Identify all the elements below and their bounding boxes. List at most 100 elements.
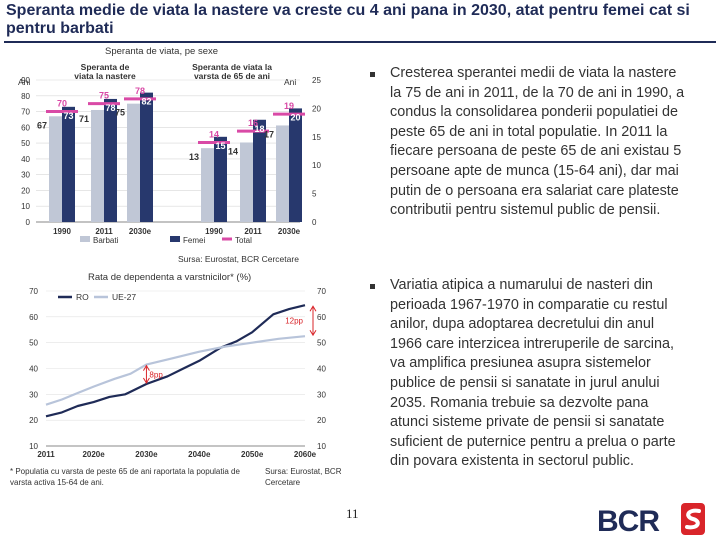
- label-total: 70: [57, 99, 67, 109]
- right-tick-label: 70: [317, 287, 326, 296]
- bar-femei: [104, 98, 117, 222]
- series-line-ro: [45, 304, 306, 418]
- chart1-source: Sursa: Eurostat, BCR Cercetare: [178, 254, 299, 264]
- right-tick-label: 30: [317, 390, 326, 399]
- x-tick-label: 2030e: [278, 227, 301, 236]
- left-tick-label: 70: [29, 287, 38, 296]
- left-axis-unit: Ani: [18, 77, 30, 87]
- gap-annotation: 12pp: [285, 317, 303, 326]
- left-tick-label: 20: [29, 416, 38, 425]
- x-tick-label: 2040e: [188, 450, 211, 459]
- legend-label: Femei: [183, 236, 205, 245]
- label-femei: 78: [105, 103, 115, 113]
- left-tick-label: 50: [29, 339, 38, 348]
- bar-barbati: [49, 116, 62, 222]
- panel-label-left: Speranta de: [81, 62, 130, 72]
- bcr-logo-mark: [681, 503, 705, 535]
- page-number: 11: [346, 506, 359, 521]
- bar-femei: [289, 108, 302, 222]
- chart2-footnote: * Populatia cu varsta de peste 65 de ani…: [10, 467, 240, 487]
- bar-femei: [253, 119, 266, 222]
- x-tick-label: 2030e: [135, 450, 158, 459]
- bar-femei: [62, 106, 75, 222]
- right-tick-label: 0: [312, 218, 317, 227]
- bar-barbati: [127, 103, 140, 222]
- bcr-logo: BCR: [597, 503, 705, 538]
- bullet-marker: [370, 284, 375, 289]
- label-barbati: 17: [264, 129, 274, 139]
- right-tick-label: 25: [312, 76, 321, 85]
- x-tick-label: 1990: [53, 227, 71, 236]
- right-tick-label: 5: [312, 190, 317, 199]
- right-tick-label: 20: [312, 104, 321, 113]
- bullet-text: Variatia atipica a numarului de nasteri …: [390, 277, 676, 470]
- bcr-logo-text: BCR: [597, 505, 660, 538]
- title-divider: [4, 41, 716, 43]
- label-barbati: 71: [79, 114, 89, 124]
- left-tick-label: 50: [21, 139, 30, 148]
- chart2-subtitle: Rata de dependenta a varstnicilor* (%): [88, 272, 252, 283]
- left-tick-label: 90: [21, 76, 30, 85]
- left-tick-label: 40: [21, 155, 30, 164]
- label-total: 78: [135, 86, 145, 96]
- legend-label: Barbati: [93, 236, 119, 245]
- x-tick-label: 2030e: [129, 227, 152, 236]
- bar-barbati: [240, 142, 253, 222]
- label-barbati: 75: [115, 108, 125, 118]
- panel-label-left: viata la nastere: [74, 71, 136, 81]
- label-femei: 82: [141, 97, 151, 107]
- left-tick-label: 30: [29, 390, 38, 399]
- left-tick-label: 60: [29, 313, 38, 322]
- left-tick-label: 80: [21, 92, 30, 101]
- right-tick-label: 10: [312, 161, 321, 170]
- label-femei: 20: [290, 112, 300, 122]
- right-tick-label: 20: [317, 416, 326, 425]
- bar-barbati: [201, 148, 214, 222]
- gap-arrow-head: [143, 377, 150, 384]
- bullet-marker: [370, 72, 375, 77]
- bullet-text: Cresterea sperantei medii de viata la na…: [390, 65, 685, 219]
- right-tick-label: 40: [317, 365, 326, 374]
- x-tick-label: 2020e: [82, 450, 105, 459]
- bar-femei: [214, 136, 227, 222]
- x-tick-label: 1990: [205, 227, 223, 236]
- label-total: 19: [284, 101, 294, 111]
- bullet-item-2: Variatia atipica a numarului de nasteri …: [370, 276, 690, 472]
- left-tick-label: 30: [21, 171, 30, 180]
- label-barbati: 13: [189, 152, 199, 162]
- label-barbati: 14: [228, 146, 238, 156]
- left-tick-label: 60: [21, 123, 30, 132]
- legend-label: RO: [76, 292, 89, 302]
- label-total: 16: [248, 118, 258, 128]
- bar-femei: [140, 92, 153, 222]
- left-tick-label: 70: [21, 108, 30, 117]
- panel-label-right: Speranta de viata la: [192, 62, 272, 72]
- x-tick-label: 2011: [95, 227, 113, 236]
- x-tick-label: 2050e: [241, 450, 264, 459]
- x-tick-label: 2011: [244, 227, 262, 236]
- left-tick-label: 10: [29, 442, 38, 451]
- label-barbati: 67: [37, 120, 47, 130]
- left-tick-label: 0: [26, 218, 31, 227]
- label-femei: 73: [63, 111, 73, 121]
- label-total: 14: [209, 129, 219, 139]
- series-line-ue-27: [45, 335, 306, 406]
- gap-annotation: 8pp: [149, 370, 163, 379]
- bar-barbati: [91, 109, 104, 222]
- chart1-subtitle: Speranta de viata, pe sexe: [105, 46, 219, 57]
- panel-label-right: varsta de 65 de ani: [194, 71, 270, 81]
- left-tick-label: 20: [21, 186, 30, 195]
- bullet-item-1: Cresterea sperantei medii de viata la na…: [370, 64, 690, 221]
- right-tick-label: 50: [317, 339, 326, 348]
- gap-arrow-head: [309, 305, 317, 312]
- gap-arrow-head: [309, 329, 317, 337]
- x-tick-label: 2060e: [294, 450, 317, 459]
- left-tick-label: 40: [29, 365, 38, 374]
- label-femei: 15: [215, 141, 225, 151]
- label-femei: 18: [254, 124, 264, 134]
- chart2-source: Sursa: Eurostat, BCR Cercetare: [265, 467, 342, 487]
- legend-label: UE-27: [112, 292, 136, 302]
- label-total: 75: [99, 91, 109, 101]
- left-tick-label: 10: [21, 202, 30, 211]
- right-tick-label: 15: [312, 133, 321, 142]
